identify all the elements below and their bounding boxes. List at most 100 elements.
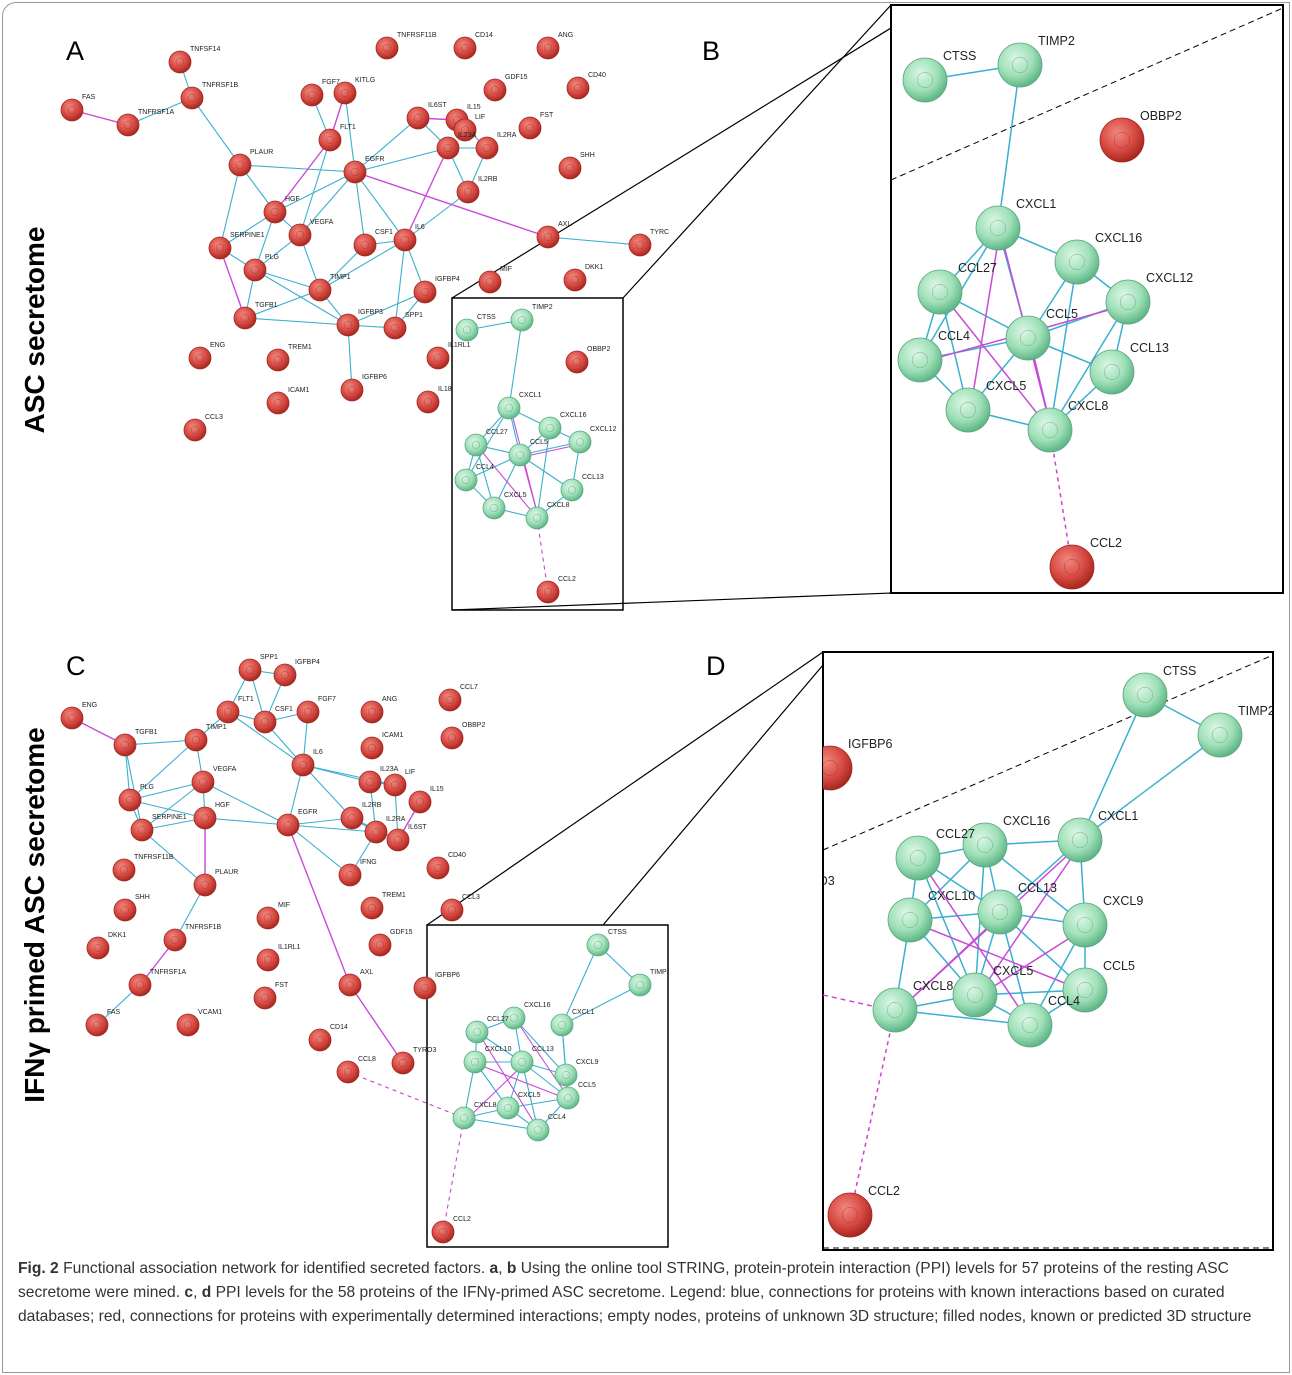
node-label: TREM1 (288, 344, 312, 351)
node-label: DKK1 (585, 264, 603, 271)
node (464, 1051, 486, 1073)
node-label: IFNG (360, 859, 377, 866)
node-label: GDF15 (505, 74, 528, 81)
node-label: CCL13 (1130, 341, 1169, 355)
node-label: CXCL1 (572, 1009, 595, 1016)
node (437, 137, 459, 159)
node (384, 317, 406, 339)
node (244, 259, 266, 281)
node (566, 351, 588, 373)
node (229, 154, 251, 176)
node-label: CCL4 (548, 1114, 566, 1121)
network: TNFSF14TNFRSF11BCD14ANGFASTNFRSF1ATNFRSF… (61, 32, 669, 603)
node-label: ENG (210, 342, 225, 349)
node (192, 771, 214, 793)
node (898, 338, 942, 382)
node-label: CD14 (330, 1024, 348, 1031)
node (453, 1107, 475, 1129)
row-label: ASC secretome (19, 227, 50, 434)
node-label: CCL4 (1048, 994, 1080, 1008)
node (119, 789, 141, 811)
node-label: TNFRSF1B (185, 924, 222, 931)
node-label: CCL2 (558, 576, 576, 583)
node (1008, 1003, 1052, 1047)
node (407, 107, 429, 129)
node (189, 347, 211, 369)
node (537, 226, 559, 248)
node (1050, 545, 1094, 589)
node-label: FGF7 (322, 79, 340, 86)
node (551, 1014, 573, 1036)
node-label: CCL2 (868, 1184, 900, 1198)
node (555, 1064, 577, 1086)
node (511, 309, 533, 331)
node-label: SPP1 (405, 312, 423, 319)
node (113, 859, 135, 881)
node (234, 307, 256, 329)
node (427, 857, 449, 879)
node-label: IL23A (458, 132, 477, 139)
node (114, 899, 136, 921)
node (457, 181, 479, 203)
node-label: IL15 (430, 786, 444, 793)
node-label: FGF7 (318, 696, 336, 703)
node (361, 701, 383, 723)
node (476, 137, 498, 159)
node-label: ICAM1 (382, 732, 404, 739)
node-label: FAS (107, 1009, 121, 1016)
edge (443, 1118, 464, 1232)
node-label: TIMP1 (330, 274, 351, 281)
node (511, 1051, 533, 1073)
node-label: IL6 (313, 749, 323, 756)
node (129, 974, 151, 996)
node (1123, 673, 1167, 717)
node (466, 1021, 488, 1043)
node-label: FAS (82, 94, 96, 101)
node (384, 774, 406, 796)
node (561, 479, 583, 501)
node (184, 419, 206, 441)
node (439, 689, 461, 711)
node (339, 864, 361, 886)
node-label: EGFR (298, 809, 317, 816)
node (539, 417, 561, 439)
node-label: CXCL16 (560, 412, 587, 419)
node-label: CD14 (475, 32, 493, 39)
node-label: TREM1 (382, 892, 406, 899)
node-label: IGFBP6 (435, 972, 460, 979)
node (557, 1087, 579, 1109)
node (392, 1052, 414, 1074)
node-label: IL18 (438, 386, 452, 393)
node-label: CCL27 (486, 429, 508, 436)
node-label: CCL13 (1018, 881, 1057, 895)
node-label: ANG (382, 696, 397, 703)
node-label: CXCL12 (1146, 271, 1193, 285)
node (888, 898, 932, 942)
network: CTSSTIMP2IGFBP6CXCL16CXCL1CCL27O3CXCL10C… (778, 664, 1275, 1237)
node (181, 87, 203, 109)
node-label: AXL (360, 969, 373, 976)
node-label: CXCL16 (524, 1002, 551, 1009)
node (519, 117, 541, 139)
node-label: TIMP (650, 969, 667, 976)
node-label: GDF15 (390, 929, 413, 936)
node (1106, 280, 1150, 324)
node-label: FST (540, 112, 554, 119)
node (498, 397, 520, 419)
node (341, 807, 363, 829)
node (292, 754, 314, 776)
node (394, 229, 416, 251)
figure: ASC secretome IFNγ primed ASC secretome … (0, 0, 1292, 1375)
node (257, 949, 279, 971)
panel-letter: A (66, 36, 84, 66)
node (254, 711, 276, 733)
node-label: CSF1 (275, 706, 293, 713)
node-label: CCL5 (578, 1082, 596, 1089)
node-label: FST (275, 982, 289, 989)
node (569, 431, 591, 453)
panel-letter: C (66, 651, 86, 681)
node-label: TNFRSF1A (138, 109, 175, 116)
node-label: CXCL10 (928, 889, 975, 903)
edge (395, 240, 405, 328)
node (264, 201, 286, 223)
